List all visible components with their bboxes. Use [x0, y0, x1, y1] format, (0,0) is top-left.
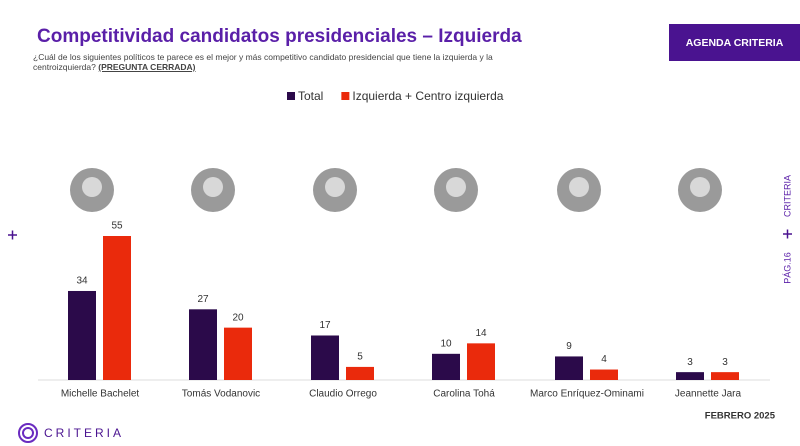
bar — [224, 327, 252, 380]
logo-icon — [18, 423, 38, 443]
agenda-button[interactable]: AGENDA CRITERIA — [669, 24, 800, 61]
question: ¿Cuál de los siguientes políticos te par… — [33, 52, 493, 72]
legend-label: Total — [298, 89, 323, 103]
legend-swatch — [341, 92, 350, 100]
bar — [346, 366, 374, 380]
bar — [590, 369, 618, 380]
plus-icons — [8, 229, 792, 240]
legend-label: Izquierda + Centro izquierda — [352, 89, 503, 103]
bar — [555, 356, 583, 380]
value-label: 27 — [197, 294, 209, 305]
x-tick-label: Jeannette Jara — [675, 389, 742, 400]
bar — [68, 290, 96, 380]
page-label: PÁG.16 — [782, 252, 792, 284]
note: (PREGUNTA CERRADA) — [98, 62, 196, 72]
candidate-face — [203, 177, 223, 197]
bar — [103, 236, 131, 380]
candidate-face — [325, 177, 345, 197]
bar — [311, 335, 339, 380]
value-label: 4 — [601, 354, 607, 365]
x-tick-label: Claudio Orrego — [309, 389, 377, 400]
candidate-face — [446, 177, 466, 197]
side-brand: CRITERIA — [782, 175, 792, 217]
logo-text: CRITERIA — [44, 426, 124, 440]
value-label: 20 — [232, 312, 244, 323]
candidate-face — [82, 177, 102, 197]
value-label: 34 — [76, 276, 88, 287]
date: FEBRERO 2025 — [705, 411, 776, 422]
value-label: 55 — [111, 221, 123, 232]
x-tick-label: Michelle Bachelet — [61, 389, 140, 400]
value-label: 9 — [566, 341, 572, 352]
x-tick-label: Tomás Vodanovic — [182, 389, 260, 400]
value-label: 3 — [722, 357, 728, 368]
bar — [676, 372, 704, 380]
bar — [711, 372, 739, 380]
title: Competitividad candidatos presidenciales… — [37, 26, 522, 47]
candidate-face — [569, 177, 589, 197]
candidate-face — [690, 177, 710, 197]
x-tick-label: Carolina Tohá — [433, 389, 495, 400]
value-label: 10 — [440, 338, 452, 349]
bar — [432, 353, 460, 380]
subtitle: ¿Cuál de los siguientes políticos te par… — [33, 52, 553, 72]
value-label: 14 — [475, 328, 487, 339]
legend-swatch — [287, 92, 295, 100]
x-tick-label: Marco Enríquez-Ominami — [530, 389, 644, 400]
bar — [467, 343, 495, 380]
bar — [189, 309, 217, 380]
value-label: 17 — [319, 320, 331, 331]
value-label: 5 — [357, 352, 363, 363]
value-label: 3 — [687, 357, 693, 368]
